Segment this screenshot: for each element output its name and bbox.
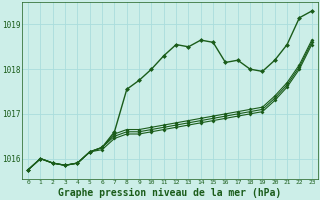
X-axis label: Graphe pression niveau de la mer (hPa): Graphe pression niveau de la mer (hPa) bbox=[58, 188, 282, 198]
